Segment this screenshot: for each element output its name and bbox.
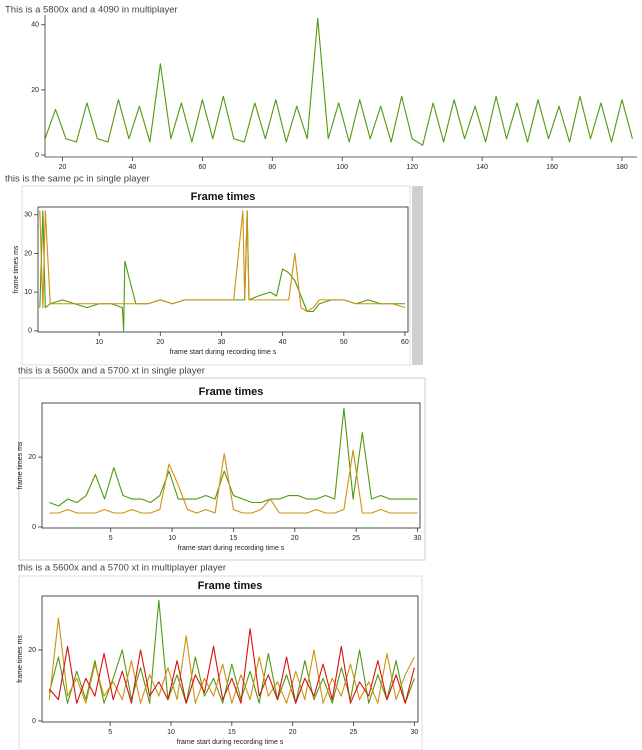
x-tick-label: 10 [168,535,176,542]
caption: this is the same pc in single player [5,174,150,185]
x-tick-label: 180 [616,164,628,171]
x-tick-label: 50 [340,339,348,346]
y-tick-label: 20 [28,647,36,654]
series-line [39,210,405,332]
y-tick-label: 10 [24,289,32,296]
x-tick-label: 40 [279,339,287,346]
series-line [49,407,418,507]
x-tick-label: 100 [336,164,348,171]
x-tick-label: 30 [414,535,422,542]
x-tick-label: 15 [230,535,238,542]
scrollbar[interactable] [412,186,423,365]
x-axis-label: frame start during recording time s [178,545,285,552]
y-tick-label: 0 [32,524,36,531]
x-tick-label: 20 [59,164,67,171]
y-axis-label: frame times ms [17,635,24,683]
x-tick-label: 160 [546,164,558,171]
x-axis-label: frame start during recording time s [177,739,284,746]
caption: This is a 5800x and a 4090 in multiplaye… [5,5,178,16]
x-tick-label: 20 [289,729,297,736]
x-tick-label: 30 [410,729,418,736]
x-tick-label: 80 [268,164,276,171]
x-tick-label: 20 [156,339,164,346]
x-tick-label: 25 [350,729,358,736]
y-tick-label: 30 [24,212,32,219]
plot-border [41,402,421,529]
y-axis-label: frame times ms [17,441,24,489]
y-tick-label: 20 [28,454,36,461]
x-tick-label: 10 [167,729,175,736]
x-tick-label: 10 [95,339,103,346]
series-line [49,449,418,514]
x-axis-label: frame start during recording time s [170,349,277,356]
y-tick-label: 40 [31,22,39,29]
series-line [48,628,415,704]
x-tick-label: 40 [129,164,137,171]
x-tick-label: 60 [198,164,206,171]
x-tick-label: 60 [401,339,409,346]
chart-frame [21,185,411,366]
x-tick-label: 140 [476,164,488,171]
chart-title: Frame times [199,386,264,398]
series-line [44,17,633,146]
series-line [39,210,406,313]
chart-frame [18,575,423,750]
chart-title: Frame times [198,580,263,592]
plot-border [37,206,409,333]
x-tick-label: 25 [352,535,360,542]
caption: this is a 5600x and a 5700 xt in single … [18,366,205,377]
x-tick-label: 5 [109,535,113,542]
x-tick-label: 30 [218,339,226,346]
chart-title: Frame times [191,191,256,203]
plot-border [41,595,419,723]
y-axis-label: frame times ms [13,245,20,293]
x-tick-label: 20 [291,535,299,542]
caption: this is a 5600x and a 5700 xt in multipl… [18,563,226,574]
x-tick-label: 15 [228,729,236,736]
x-tick-label: 5 [108,729,112,736]
x-tick-label: 120 [406,164,418,171]
y-tick-label: 0 [28,328,32,335]
y-tick-label: 0 [32,718,36,725]
y-tick-label: 0 [35,152,39,159]
y-tick-label: 20 [24,250,32,257]
y-tick-label: 20 [31,87,39,94]
